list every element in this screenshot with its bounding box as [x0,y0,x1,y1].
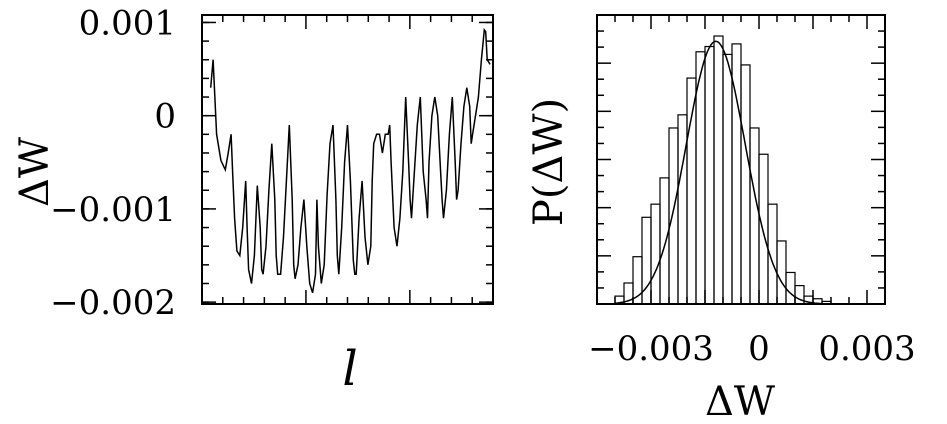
right-x-tick-label: 0 [748,329,770,369]
left-series-line [209,27,491,294]
left-y-tick-label: −0.002 [50,283,176,323]
left-y-axis-label: ΔW [12,137,58,207]
left-panel: 0.001 0 −0.001 −0.002 ΔW l [12,3,494,397]
histogram-bar [704,45,715,305]
left-ytick-labels: 0.001 0 −0.001 −0.002 [50,3,176,323]
histogram-bar [749,127,760,305]
right-x-axis-label: ΔW [705,379,775,424]
histogram-bar [677,114,688,305]
histogram-bar [740,64,751,305]
histogram-bar [758,153,769,305]
histogram-bar [713,35,724,305]
left-y-tick-label: 0 [154,97,176,137]
histogram-bar [650,203,661,305]
left-x-axis-label: l [342,341,357,397]
left-y-tick-label: 0.001 [79,3,176,43]
right-panel: −0.003 0 0.003 P(ΔW) ΔW [526,14,916,424]
histogram-bars [614,35,832,305]
right-ticks [597,15,885,304]
right-x-tick-label: −0.003 [588,329,714,369]
histogram-bar [686,77,697,305]
histogram-bar [785,271,796,305]
histogram-bar [722,53,733,305]
left-plot-frame [201,14,494,305]
right-xtick-labels: −0.003 0 0.003 [588,329,916,369]
histogram-bar [668,127,679,305]
gaussian-fit-curve [614,40,824,305]
right-x-tick-label: 0.003 [818,329,915,369]
histogram-bar [659,177,670,305]
left-ticks [202,15,493,304]
left-y-tick-label: −0.001 [50,190,176,230]
right-y-axis-label: P(ΔW) [526,98,572,226]
histogram-bar [776,240,787,305]
